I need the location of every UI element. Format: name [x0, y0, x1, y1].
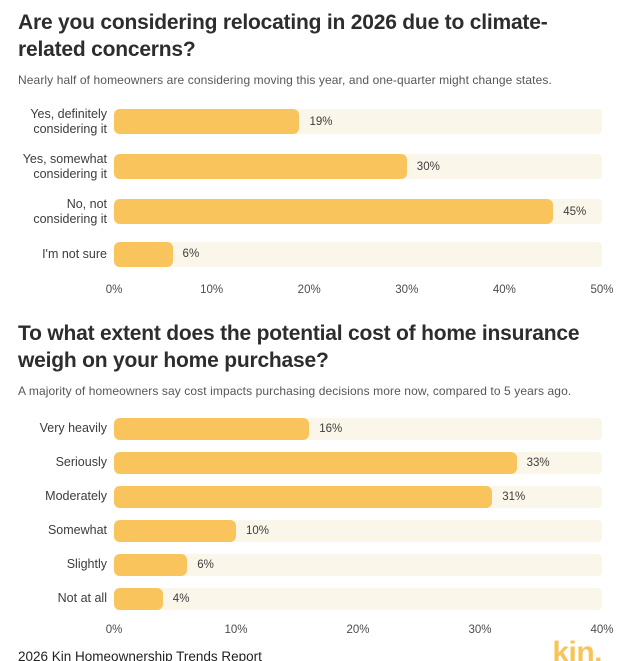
- category-label: Seriously: [55, 455, 107, 469]
- chart-row: Moderately 31%: [18, 485, 602, 508]
- bar: [114, 417, 310, 440]
- x-tick-label: 30%: [395, 283, 419, 296]
- x-axis: 0% 10% 20% 30% 40% 50%: [106, 282, 614, 298]
- category-label: I'm not sure: [42, 246, 107, 261]
- bar-track: 6%: [114, 553, 602, 576]
- value-label: 30%: [416, 160, 440, 173]
- insurance-bar-chart: Very heavily 16% Seriously 33% Moderately 31%…: [18, 417, 614, 638]
- x-tick-label: 50%: [590, 283, 614, 296]
- category-label: Slightly: [66, 557, 107, 571]
- bar-track: 19%: [114, 109, 602, 135]
- chart-row: Yes, definitely considering it 19%: [18, 107, 602, 137]
- bar-track: 16%: [114, 417, 602, 440]
- category-label: Very heavily: [39, 421, 107, 435]
- chart-row: Seriously 33%: [18, 451, 602, 474]
- category-label: Yes, somewhat considering it: [22, 151, 107, 181]
- chart-title-insurance: To what extent does the potential cost o…: [18, 321, 580, 372]
- footer: 2026 Kin Homeownership Trends Report kin…: [18, 635, 602, 661]
- chart-row: Not at all 4%: [18, 587, 602, 610]
- chart-row: Somewhat 10%: [18, 519, 602, 542]
- chart-title-relocation: Are you considering relocating in 2026 d…: [18, 11, 548, 61]
- chart-row: Yes, somewhat considering it 30%: [18, 152, 602, 182]
- bar-track: 10%: [114, 519, 602, 542]
- value-label: 45%: [563, 205, 587, 218]
- chart-rows: Yes, definitely considering it 19% Yes, so…: [18, 107, 602, 267]
- chart-subtitle-insurance: A majority of homeowners say cost impact…: [18, 383, 572, 398]
- x-axis: 0% 10% 20% 30% 40%: [106, 622, 614, 638]
- insurance-section: To what extent does the potential cost o…: [18, 321, 614, 638]
- bar: [114, 199, 554, 225]
- bar: [114, 587, 163, 610]
- x-tick-label: 40%: [492, 283, 516, 296]
- category-label: Yes, definitely considering it: [30, 106, 107, 136]
- bar-track: 31%: [114, 485, 602, 508]
- x-tick-label: 10%: [224, 623, 248, 636]
- x-tick-label: 20%: [297, 283, 321, 296]
- x-tick-label: 30%: [468, 623, 492, 636]
- value-label: 6%: [197, 558, 214, 571]
- x-tick-label: 40%: [590, 623, 614, 636]
- bar: [114, 553, 188, 576]
- bar-track: 45%: [114, 199, 602, 225]
- bar: [114, 109, 300, 135]
- value-label: 10%: [246, 524, 270, 537]
- bar: [114, 451, 517, 474]
- bar: [114, 154, 407, 180]
- relocation-bar-chart: Yes, definitely considering it 19% Yes, so…: [18, 107, 614, 298]
- category-label: Somewhat: [47, 523, 107, 537]
- value-label: 31%: [502, 490, 526, 503]
- bar: [114, 519, 236, 542]
- category-label: Moderately: [45, 489, 107, 503]
- x-tick-label: 0%: [105, 623, 123, 636]
- relocation-section: Are you considering relocating in 2026 d…: [18, 10, 614, 298]
- x-tick-label: 10%: [200, 283, 224, 296]
- chart-row: No, not considering it 45%: [18, 197, 602, 227]
- chart-row: Slightly 6%: [18, 553, 602, 576]
- x-axis-row: 0% 10% 20% 30% 40% 50%: [18, 282, 614, 298]
- bar: [114, 485, 493, 508]
- x-tick-label: 0%: [105, 283, 123, 296]
- bar-track: 4%: [114, 587, 602, 610]
- category-label: No, not considering it: [33, 196, 107, 226]
- value-label: 19%: [309, 115, 333, 128]
- bar-track: 33%: [114, 451, 602, 474]
- report-title: 2026 Kin Homeownership Trends Report: [18, 648, 262, 661]
- value-label: 16%: [319, 422, 343, 435]
- chart-row: Very heavily 16%: [18, 417, 602, 440]
- bar-track: 30%: [114, 154, 602, 180]
- bar: [114, 241, 173, 267]
- value-label: 33%: [526, 456, 550, 469]
- chart-row: I'm not sure 6%: [18, 241, 602, 267]
- chart-subtitle-relocation: Nearly half of homeowners are considerin…: [18, 72, 552, 87]
- bar-track: 6%: [114, 241, 602, 267]
- chart-rows: Very heavily 16% Seriously 33% Moderately 31%…: [18, 417, 602, 610]
- x-tick-label: 20%: [346, 623, 370, 636]
- value-label: 6%: [182, 248, 200, 261]
- kin-logo: kin.: [552, 635, 602, 661]
- value-label: 4%: [172, 592, 190, 605]
- category-label: Not at all: [57, 591, 107, 605]
- x-axis-row: 0% 10% 20% 30% 40%: [18, 622, 614, 638]
